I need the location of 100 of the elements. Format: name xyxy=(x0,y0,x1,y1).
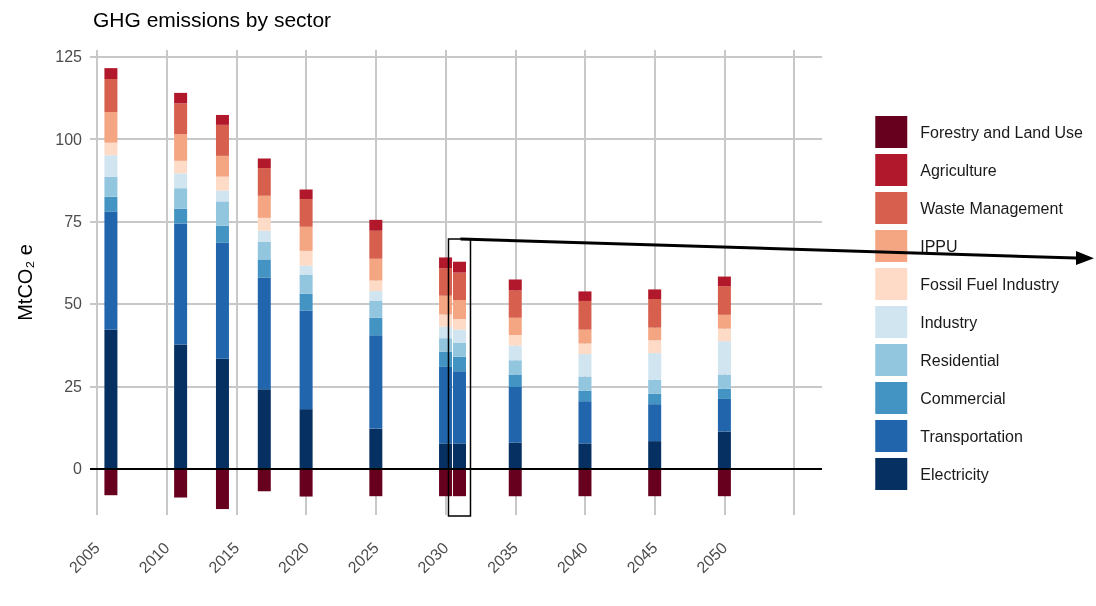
y-tick-label: 75 xyxy=(64,212,83,230)
bar xyxy=(257,389,271,469)
bar xyxy=(215,190,229,202)
bar xyxy=(104,176,118,197)
bar xyxy=(369,335,383,429)
bar xyxy=(174,468,188,498)
bar xyxy=(578,390,592,402)
bar xyxy=(215,468,229,510)
y-tick-label: 100 xyxy=(55,130,83,148)
bar xyxy=(717,276,731,287)
bar xyxy=(369,258,383,281)
bar xyxy=(717,374,731,389)
y-tick-label: 0 xyxy=(73,460,83,478)
bar xyxy=(104,142,118,156)
bar xyxy=(369,468,383,497)
bar xyxy=(215,176,229,191)
bar xyxy=(578,376,592,391)
bar xyxy=(174,134,188,161)
bar xyxy=(174,188,188,209)
bar xyxy=(508,290,522,318)
bar xyxy=(648,298,662,328)
bar xyxy=(174,103,188,135)
bar xyxy=(508,279,522,291)
bar xyxy=(578,329,592,344)
bar xyxy=(299,265,313,275)
chart-title: GHG emissions by sector xyxy=(93,8,332,31)
bar xyxy=(508,360,522,375)
bar xyxy=(215,114,229,125)
bar xyxy=(257,241,271,260)
bar xyxy=(578,401,592,444)
legend-label: Commercial xyxy=(920,389,1006,407)
bar xyxy=(508,374,522,388)
bar xyxy=(648,289,662,299)
bar xyxy=(299,250,313,266)
bar xyxy=(578,354,592,377)
bar xyxy=(717,286,731,315)
bar xyxy=(257,158,271,169)
bar xyxy=(299,293,313,311)
legend-label: Waste Management xyxy=(920,199,1064,217)
bar xyxy=(578,300,592,330)
bar xyxy=(648,404,662,442)
bar xyxy=(369,291,383,301)
legend-label: Industry xyxy=(920,313,978,331)
bar xyxy=(174,208,188,224)
bar xyxy=(508,334,522,346)
bar xyxy=(174,92,188,104)
bar xyxy=(717,388,731,399)
bar xyxy=(369,428,383,469)
bar xyxy=(174,173,188,189)
bar xyxy=(299,274,313,294)
bar xyxy=(104,68,118,80)
bar xyxy=(648,353,662,380)
bar xyxy=(257,468,271,492)
y-tick-label: 50 xyxy=(64,295,83,313)
bar xyxy=(299,468,313,497)
bar xyxy=(215,201,229,226)
bar xyxy=(104,329,118,469)
bar xyxy=(257,259,271,278)
bar xyxy=(717,328,731,342)
bar xyxy=(648,340,662,354)
legend-label: Residential xyxy=(920,351,1000,369)
y-tick-label: 125 xyxy=(55,48,83,66)
bar xyxy=(257,168,271,196)
bar xyxy=(104,468,118,496)
bar xyxy=(257,217,271,231)
bar xyxy=(257,230,271,242)
bar xyxy=(717,398,731,432)
bar xyxy=(299,199,313,227)
bar xyxy=(648,379,662,394)
bar xyxy=(174,160,188,174)
bar xyxy=(257,277,271,390)
bar xyxy=(104,155,118,177)
y-tick-label: 25 xyxy=(64,377,83,395)
bar xyxy=(648,468,662,497)
bar xyxy=(578,291,592,301)
bar xyxy=(299,310,313,410)
bar xyxy=(215,225,229,243)
bar xyxy=(104,211,118,330)
bar xyxy=(369,230,383,259)
y-axis-title: MtCO₂ e xyxy=(14,244,36,321)
bar xyxy=(648,393,662,405)
legend-label: IPPU xyxy=(920,237,958,255)
bar xyxy=(578,468,592,497)
bar xyxy=(508,387,522,443)
bar xyxy=(299,409,313,469)
bar xyxy=(215,242,229,359)
bar xyxy=(104,112,118,143)
legend-label: Agriculture xyxy=(920,161,997,179)
legend-label: Forestry and Land Use xyxy=(920,123,1084,141)
bar xyxy=(717,314,731,329)
bar xyxy=(508,345,522,361)
legend-label: Transportation xyxy=(920,427,1023,445)
legend-label: Electricity xyxy=(920,465,989,483)
bar xyxy=(508,442,522,469)
bar xyxy=(578,443,592,469)
bar xyxy=(369,317,383,336)
bar xyxy=(104,196,118,212)
bar xyxy=(369,280,383,292)
bar xyxy=(508,468,522,497)
bar xyxy=(299,226,313,251)
